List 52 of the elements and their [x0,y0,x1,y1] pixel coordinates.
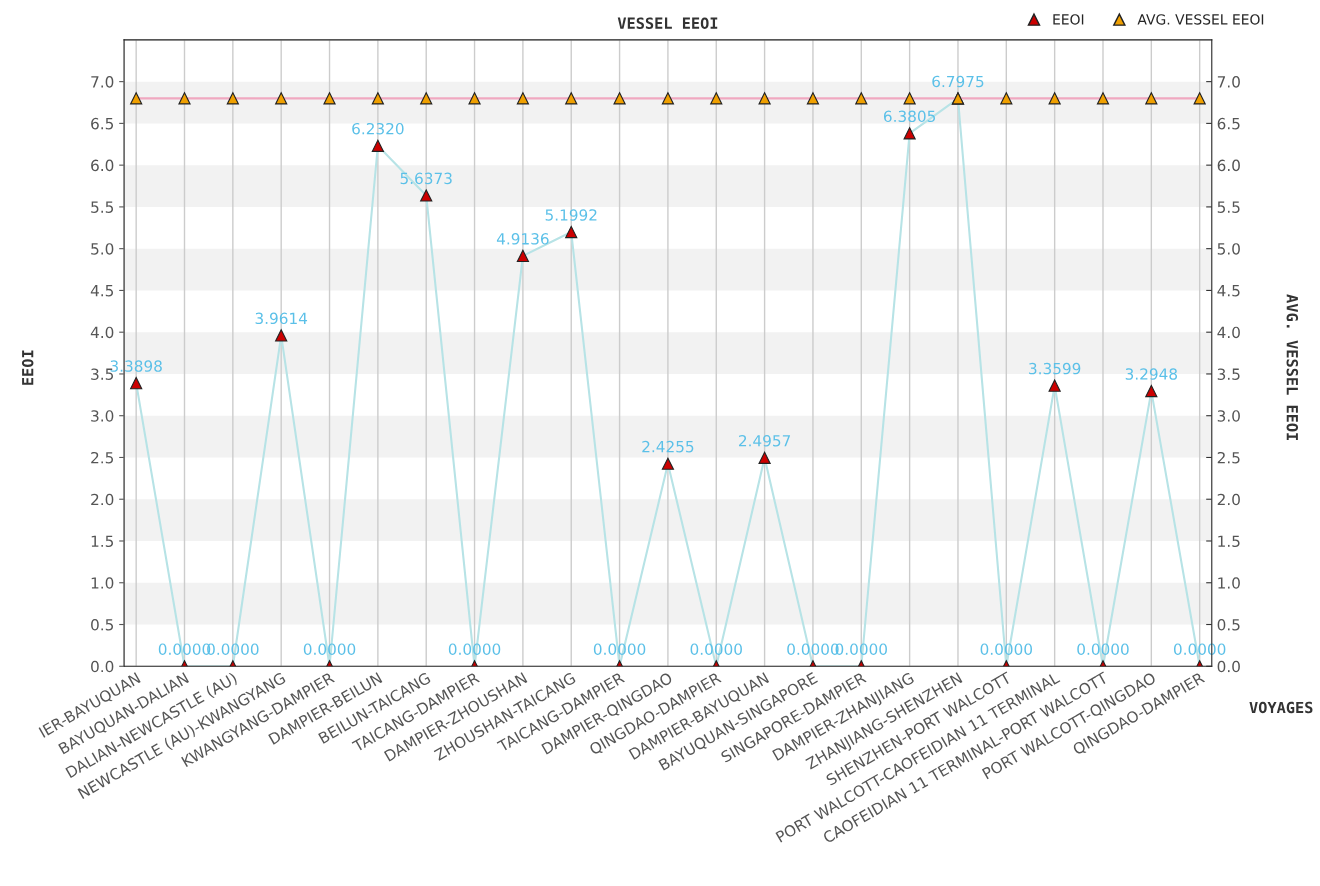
data-label: 0.0000 [448,643,501,655]
y2-tick-label: 7.0 [1217,76,1240,88]
y-tick-label: 3.0 [91,410,114,422]
x-axis-title: VOYAGES [1249,701,1313,714]
y2-tick-label: 3.0 [1217,410,1240,422]
data-label: 3.3599 [1029,362,1081,375]
y2-tick-label: 2.5 [1217,451,1240,464]
y2-tick-label: 2.0 [1217,493,1240,506]
y-tick-label: 7.0 [91,76,114,88]
data-label: 6.7975 [932,75,984,88]
y2-tick-label: 0.0 [1217,660,1240,673]
legend-label: EEOI [1053,14,1084,25]
y-tick-label: 0.0 [91,660,114,673]
y-tick-label: 4.0 [90,326,114,339]
data-label: 5.1992 [545,209,597,221]
data-label: 0.0000 [980,643,1033,655]
y2-tick-label: 6.5 [1217,117,1240,130]
data-label: 0.0000 [303,643,356,655]
y-tick-label: 5.5 [91,201,114,213]
data-label: 6.3805 [883,110,936,123]
y2-tick-label: 5.0 [1217,243,1240,255]
chart-title: VESSEL EEOI [617,17,718,29]
legend-label: AVG. VESSEL EEOI [1137,14,1264,25]
y-tick-label: 2.0 [91,493,114,506]
y2-tick-label: 6.0 [1217,159,1240,172]
data-label: 6.2320 [352,122,404,135]
y-tick-label: 1.5 [91,535,114,548]
y-axis-title: EEOI [21,350,34,385]
data-label: 3.9614 [255,312,308,325]
data-label: 3.2948 [1125,368,1178,380]
y2-tick-label: 1.5 [1218,535,1240,548]
data-label: 0.0000 [1077,643,1129,655]
y-tick-label: 2.5 [91,451,114,464]
data-label: 5.6373 [400,172,452,185]
y2-tick-label: 4.5 [1217,285,1240,297]
y2-tick-label: 3.5 [1217,368,1240,380]
y-tick-label: 1.0 [91,577,114,589]
data-label: 4.9136 [496,233,549,245]
y2-tick-label: 1.0 [1218,577,1240,589]
y2-tick-label: 5.5 [1217,201,1240,213]
y2-axis-title: AVG. VESSEL EEOI [1286,294,1299,440]
data-label: 0.0000 [593,643,646,655]
y-tick-label: 0.5 [91,618,114,631]
data-label: 2.4255 [642,440,694,453]
y2-tick-label: 0.5 [1217,618,1240,631]
data-label: 2.4957 [738,434,791,447]
y-tick-label: 6.0 [91,159,114,172]
y-tick-label: 5.0 [91,243,114,255]
data-label: 0.0000 [690,643,742,655]
y2-tick-label: 4.0 [1217,326,1240,339]
y-tick-label: 6.5 [91,117,114,130]
y-tick-label: 4.5 [90,285,114,297]
